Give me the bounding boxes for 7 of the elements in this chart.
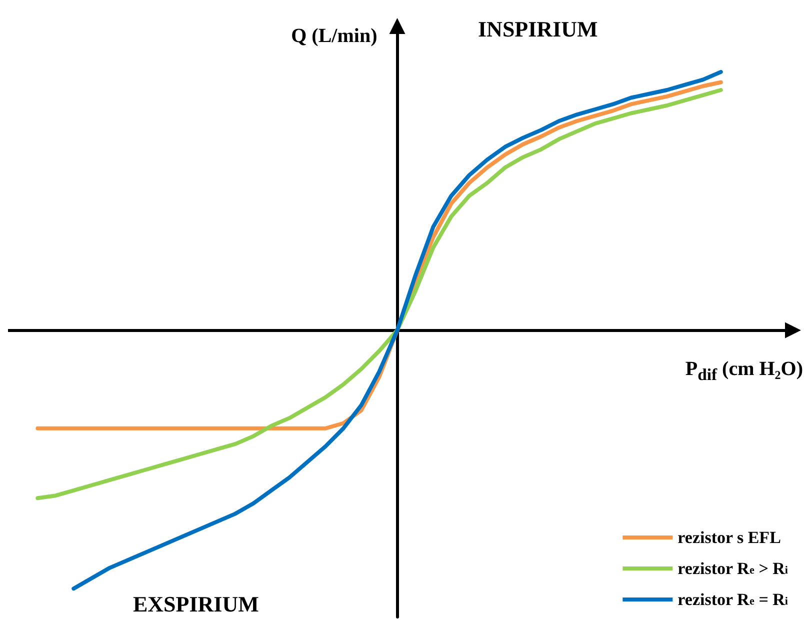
- legend-label: rezistor Re > Ri: [678, 559, 788, 578]
- legend-label: rezistor s EFL: [678, 528, 781, 547]
- text: INSPIRIUM: [478, 16, 598, 42]
- y-axis-title: Q (L/min): [291, 25, 378, 47]
- legend-label: rezistor Re = Ri: [678, 590, 788, 609]
- x-axis-title: P$_{dif}$ (cm H₂O): [685, 358, 803, 386]
- text: EXSPIRIUM: [133, 592, 260, 616]
